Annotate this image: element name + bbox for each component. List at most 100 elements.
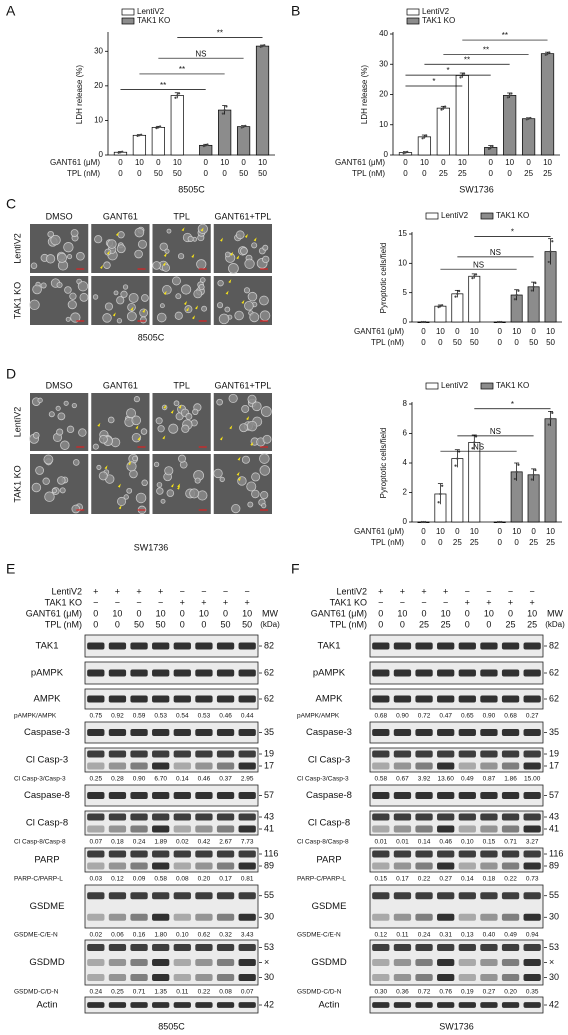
header-value: − [115, 597, 120, 607]
cell [76, 251, 85, 261]
ratio-label: Cl Casp-8/Casp-8 [14, 839, 66, 846]
ratio-value: 0.01 [374, 839, 387, 846]
replicate-dot [402, 152, 405, 155]
ratio-value: 0.11 [396, 932, 409, 939]
significance-label: * [432, 77, 435, 86]
replicate-dot [442, 107, 445, 110]
legend-swatch [406, 17, 420, 25]
cell [243, 287, 251, 294]
blot-box [369, 661, 544, 685]
cell [32, 284, 42, 295]
cell [92, 443, 99, 450]
arrowhead [118, 505, 122, 510]
row-label: TAK1 KO [12, 465, 22, 502]
cell [173, 400, 180, 407]
y-tick-label: 8 [403, 399, 408, 408]
band [108, 750, 127, 758]
header-value: − [223, 586, 228, 596]
y-axis-label: LDH release (%) [360, 65, 369, 124]
mw-value: 62 [549, 693, 559, 703]
band [480, 642, 498, 650]
replicate-dot [462, 72, 466, 75]
band [458, 959, 476, 966]
x-tick-label: 10 [420, 158, 429, 167]
cell [56, 252, 68, 263]
band [437, 892, 455, 900]
band [372, 695, 390, 703]
band [173, 850, 191, 858]
arrowhead [130, 306, 134, 311]
cell [228, 263, 239, 274]
replicate-dot [404, 151, 407, 154]
ratio-value: 0.24 [89, 989, 102, 996]
x-row-label: TPL (nM) [67, 169, 100, 178]
y-axis-label: Pyroptotic cells/field [379, 428, 388, 499]
replicate-dot [420, 520, 423, 524]
legend-label: TAK1 KO [422, 16, 455, 25]
cell [30, 262, 38, 270]
arrowhead [170, 483, 174, 488]
cell [198, 284, 205, 291]
replicate-dot [459, 76, 462, 79]
cell [59, 487, 66, 494]
blot-box [84, 884, 259, 929]
mw-label: MW [262, 608, 278, 618]
ratio-value: 0.44 [241, 713, 254, 720]
band [130, 959, 148, 966]
mw-value: 17 [264, 760, 274, 770]
band-label: GSDME [30, 901, 65, 912]
x-tick-label: 0 [241, 158, 246, 167]
bar [170, 95, 184, 156]
header-value: + [136, 586, 141, 596]
band-label: Caspase-8 [306, 790, 352, 801]
x-row-label: GANT61 (μM) [50, 158, 100, 167]
replicate-dot [551, 411, 554, 414]
band [415, 850, 433, 858]
significance-label: * [447, 66, 450, 75]
x-tick-label: 0 [497, 327, 502, 336]
replicate-dot [496, 520, 500, 524]
cell [240, 247, 248, 255]
replicate-dot [140, 133, 143, 136]
mw-value: 30 [549, 972, 559, 982]
cell [224, 251, 231, 258]
band [108, 825, 127, 833]
arrowhead [183, 300, 187, 305]
cell [56, 281, 63, 289]
replicate-dot [437, 501, 440, 504]
band [480, 792, 498, 799]
cell [126, 487, 133, 494]
ratio-value: 0.24 [418, 932, 431, 939]
row-label: LentiV2 [12, 407, 22, 438]
replicate-dot [441, 484, 444, 487]
blot-box [84, 784, 259, 807]
arrowhead [163, 290, 167, 295]
x-row-label: TPL (nM) [371, 338, 404, 347]
mw-value: 82 [264, 640, 274, 650]
band [195, 892, 213, 900]
cell [47, 230, 54, 238]
ratio-value: 0.46 [219, 713, 232, 720]
band [238, 762, 256, 770]
cell [216, 398, 223, 406]
ratio-value: 0.22 [418, 876, 431, 883]
ratio-value: 0.02 [176, 839, 189, 846]
bar [503, 95, 517, 156]
arrowhead [195, 305, 199, 310]
cell [48, 411, 55, 418]
header-value: + [223, 597, 228, 607]
mw-value: 30 [264, 912, 274, 922]
arrowhead [186, 307, 190, 312]
legend-label: LentiV2 [441, 381, 469, 390]
band [87, 862, 105, 870]
x-tick-label: 0 [203, 158, 208, 167]
x-tick-label: 0 [421, 538, 426, 547]
band [195, 813, 213, 821]
column-header: TPL [173, 211, 190, 221]
panel-label: C [6, 196, 16, 212]
replicate-dot [498, 320, 501, 324]
band [87, 959, 105, 966]
cell [247, 501, 254, 508]
mw-value: 82 [549, 640, 559, 650]
band [523, 1002, 541, 1008]
